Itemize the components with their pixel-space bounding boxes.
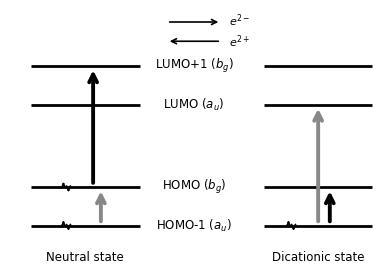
Text: HOMO ($b_g$): HOMO ($b_g$) <box>162 178 226 196</box>
Text: $e^{2-}$: $e^{2-}$ <box>229 13 250 29</box>
Text: Neutral state: Neutral state <box>47 251 124 264</box>
Text: LUMO ($a_u$): LUMO ($a_u$) <box>163 97 225 112</box>
Text: Dicationic state: Dicationic state <box>272 251 364 264</box>
Text: $e^{2+}$: $e^{2+}$ <box>229 34 250 50</box>
Text: LUMO+1 ($b_g$): LUMO+1 ($b_g$) <box>154 57 234 75</box>
Text: HOMO-1 ($a_u$): HOMO-1 ($a_u$) <box>156 218 232 233</box>
